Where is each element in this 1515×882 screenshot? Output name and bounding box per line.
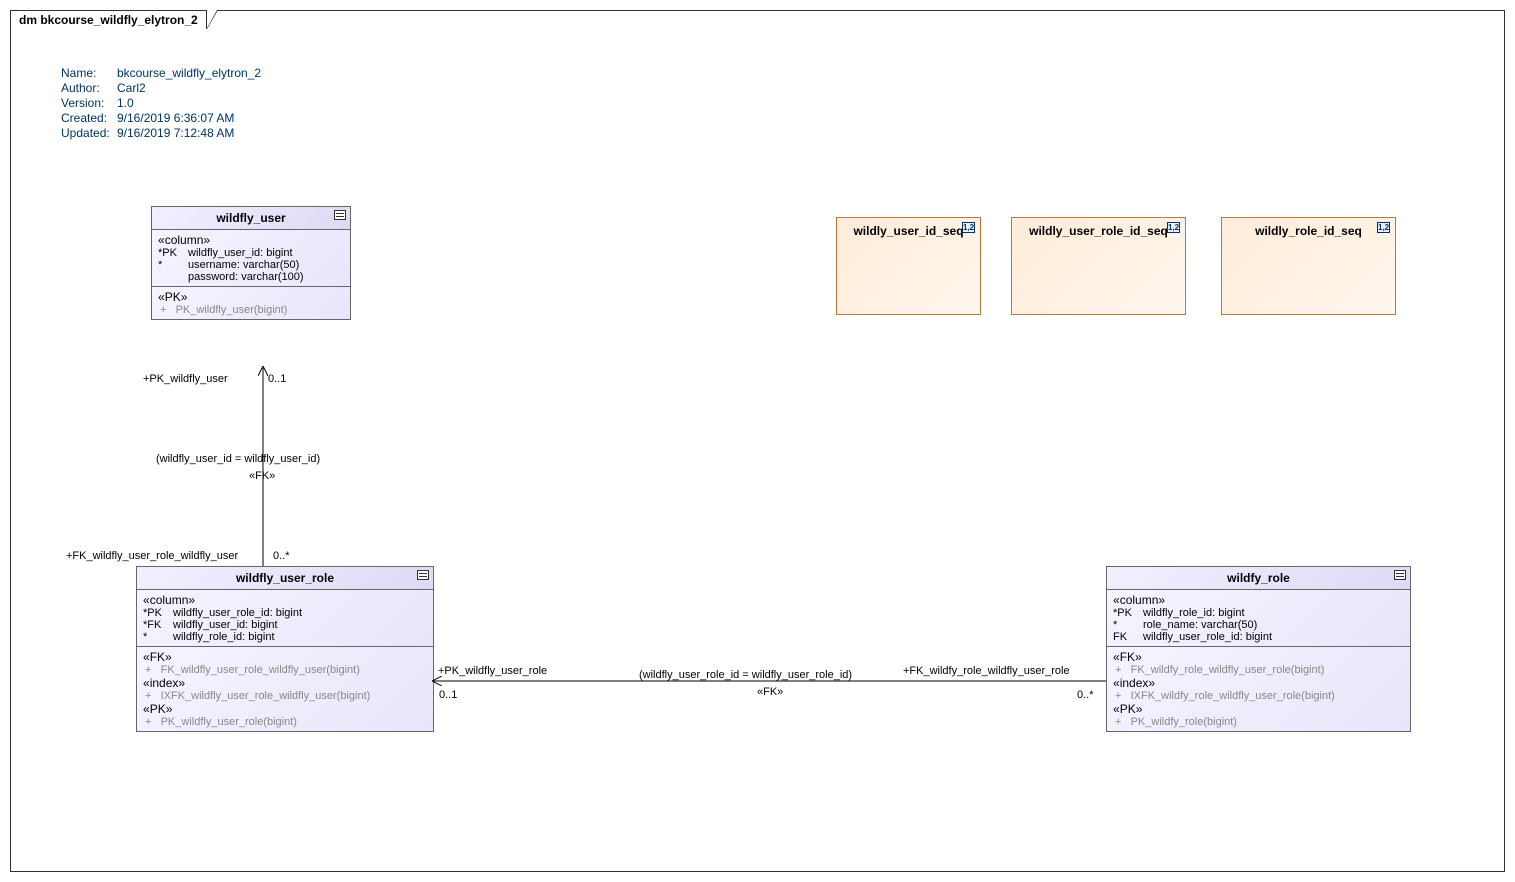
fk-stereotype: FK [143,650,172,664]
meta-author-label: Author: [61,81,117,95]
diagram-tab-label: dm bkcourse_wildfly_elytron_2 [19,13,198,27]
pk-op: PK_wildfy_role(bigint) [1113,716,1404,728]
pk-stereotype: PK [143,702,172,716]
table-icon [334,210,346,220]
conn-label: (wildfly_user_id = wildfly_user_id) [156,453,320,465]
sequence-icon: 1,2 [1377,222,1390,233]
conn-label: +PK_wildfly_user_role [438,665,547,677]
fk-op: FK_wildfy_role_wildfly_user_role(bigint) [1113,664,1404,676]
column: wildfly_user_role_id: bigint [173,607,302,619]
sequence-title: wildly_user_role_id_seq [1029,224,1168,238]
conn-label: 0..* [1077,689,1094,701]
entity-title: wildfly_user_role [236,571,334,585]
conn-label: 0..* [273,550,290,562]
pk-op: PK_wildfly_user(bigint) [158,304,344,316]
column: username: varchar(50) [188,259,299,271]
column: role_name: varchar(50) [1143,619,1257,631]
sequence-user-role-id[interactable]: wildly_user_role_id_seq 1,2 [1011,217,1186,315]
sequence-icon: 1,2 [1167,222,1180,233]
conn-label: «FK» [757,686,783,698]
pk-stereotype: PK [1113,702,1142,716]
conn-label: «FK» [249,470,275,482]
table-icon [417,570,429,580]
index-op: IXFK_wildfly_user_role_wildfly_user(bigi… [143,690,427,702]
meta-name-value: bkcourse_wildfly_elytron_2 [117,66,261,80]
conn-label: +PK_wildfly_user [143,373,228,385]
column: wildfly_user_role_id: bigint [1143,631,1272,643]
column: wildfly_user_id: bigint [188,247,293,259]
entity-title: wildfy_role [1227,571,1290,585]
column: password: varchar(100) [188,271,304,283]
meta-version-label: Version: [61,96,117,110]
conn-label: (wildfly_user_role_id = wildfly_user_rol… [639,669,852,681]
meta-updated-label: Updated: [61,126,117,140]
conn-label: 0..1 [268,373,286,385]
entity-wildfy-role[interactable]: wildfy_role column *PKwildfly_role_id: b… [1106,566,1411,732]
index-stereotype: index [1113,676,1155,690]
column: wildfly_user_id: bigint [173,619,278,631]
diagram-canvas: dm bkcourse_wildfly_elytron_2 Name:bkcou… [10,10,1505,872]
entity-title: wildfly_user [216,211,285,225]
conn-label: 0..1 [439,689,457,701]
diagram-metadata: Name:bkcourse_wildfly_elytron_2 Author:C… [61,66,261,141]
index-stereotype: index [143,676,185,690]
index-op: IXFK_wildfy_role_wildfly_user_role(bigin… [1113,690,1404,702]
pk-op: PK_wildfly_user_role(bigint) [143,716,427,728]
column: wildfly_role_id: bigint [173,631,275,643]
meta-created-label: Created: [61,111,117,125]
meta-created-value: 9/16/2019 6:36:07 AM [117,111,234,125]
column: wildfly_role_id: bigint [1143,607,1245,619]
meta-version-value: 1.0 [117,96,134,110]
meta-name-label: Name: [61,66,117,80]
meta-updated-value: 9/16/2019 7:12:48 AM [117,126,234,140]
fk-op: FK_wildfly_user_role_wildfly_user(bigint… [143,664,427,676]
pk-stereotype: PK [158,290,187,304]
column-stereotype: column [1113,593,1165,607]
meta-author-value: Carl2 [117,81,146,95]
entity-wildfly-user[interactable]: wildfly_user column *PKwildfly_user_id: … [151,206,351,320]
sequence-title: wildly_role_id_seq [1255,224,1362,238]
column-stereotype: column [158,233,210,247]
column-stereotype: column [143,593,195,607]
table-icon [1394,570,1406,580]
diagram-tab: dm bkcourse_wildfly_elytron_2 [10,10,207,29]
sequence-icon: 1,2 [962,222,975,233]
fk-stereotype: FK [1113,650,1142,664]
entity-wildfly-user-role[interactable]: wildfly_user_role column *PKwildfly_user… [136,566,434,732]
sequence-role-id[interactable]: wildly_role_id_seq 1,2 [1221,217,1396,315]
sequence-user-id[interactable]: wildly_user_id_seq 1,2 [836,217,981,315]
sequence-title: wildly_user_id_seq [853,224,963,238]
conn-label: +FK_wildfly_user_role_wildfly_user [66,550,238,562]
conn-label: +FK_wildfy_role_wildfly_user_role [903,665,1070,677]
